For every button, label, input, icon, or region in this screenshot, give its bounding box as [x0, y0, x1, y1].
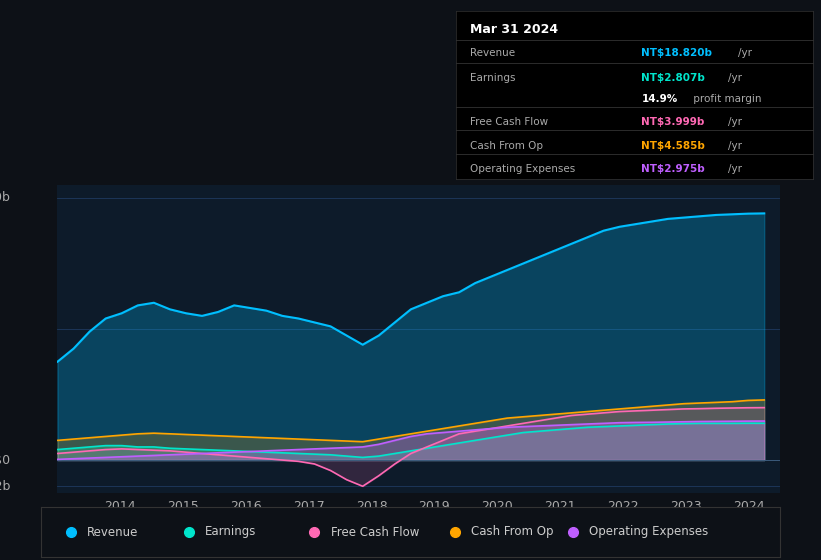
- Text: Free Cash Flow: Free Cash Flow: [331, 525, 419, 539]
- Text: profit margin: profit margin: [690, 94, 761, 104]
- Text: -NT$2b: -NT$2b: [0, 480, 11, 493]
- Text: NT$3.999b: NT$3.999b: [641, 117, 704, 127]
- Text: NT$18.820b: NT$18.820b: [641, 48, 713, 58]
- Text: NT$0: NT$0: [0, 454, 11, 466]
- Text: Earnings: Earnings: [470, 73, 516, 83]
- Text: /yr: /yr: [728, 164, 742, 174]
- Text: /yr: /yr: [738, 48, 752, 58]
- Text: Operating Expenses: Operating Expenses: [470, 164, 576, 174]
- Text: Revenue: Revenue: [87, 525, 138, 539]
- Text: Operating Expenses: Operating Expenses: [589, 525, 709, 539]
- Text: /yr: /yr: [728, 117, 742, 127]
- Text: NT$4.585b: NT$4.585b: [641, 141, 705, 151]
- Text: /yr: /yr: [728, 141, 742, 151]
- Text: 14.9%: 14.9%: [641, 94, 677, 104]
- Text: Mar 31 2024: Mar 31 2024: [470, 23, 558, 36]
- Text: NT$2.975b: NT$2.975b: [641, 164, 705, 174]
- Text: Revenue: Revenue: [470, 48, 515, 58]
- Text: NT$2.807b: NT$2.807b: [641, 73, 705, 83]
- Text: Cash From Op: Cash From Op: [470, 141, 543, 151]
- Text: Free Cash Flow: Free Cash Flow: [470, 117, 548, 127]
- Text: Earnings: Earnings: [205, 525, 256, 539]
- Text: Cash From Op: Cash From Op: [471, 525, 553, 539]
- Text: /yr: /yr: [728, 73, 742, 83]
- Text: NT$20b: NT$20b: [0, 192, 11, 204]
